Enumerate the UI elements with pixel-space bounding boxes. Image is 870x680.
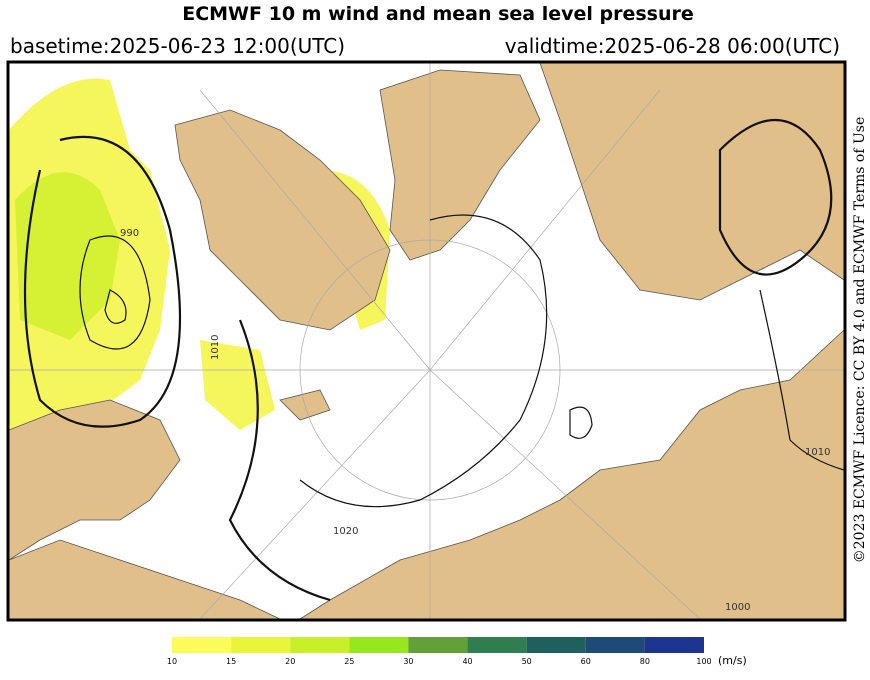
colorbar-label: 25 xyxy=(344,657,354,666)
colorbar-label: 30 xyxy=(403,657,413,666)
contour-label: 1010 xyxy=(805,447,830,458)
isobar xyxy=(299,214,548,508)
colorbar-segment xyxy=(290,637,350,653)
isobar xyxy=(104,289,127,324)
colorbar-label: 40 xyxy=(462,657,472,666)
wind-area xyxy=(15,172,120,340)
validtime: validtime:2025-06-28 06:00(UTC) xyxy=(505,34,840,58)
colorbar-label: 80 xyxy=(640,657,650,666)
north-america xyxy=(539,63,844,301)
wind-area xyxy=(200,340,275,430)
isobar xyxy=(718,118,833,276)
map: 990 1010 1020 1010 1000 xyxy=(9,63,844,619)
arctic-islands xyxy=(379,69,541,261)
colorbar-label: 100 xyxy=(696,657,711,666)
map-frame xyxy=(6,60,847,622)
colorbar-segment xyxy=(231,637,291,653)
contour-label: 1000 xyxy=(725,602,750,613)
colorbar-label: 50 xyxy=(522,657,532,666)
colorbar-segment xyxy=(172,637,232,653)
contour-label: 990 xyxy=(120,228,139,239)
europe xyxy=(9,539,281,619)
isobar xyxy=(79,235,151,350)
siberia xyxy=(299,329,844,619)
isobar xyxy=(228,319,331,602)
basetime: basetime:2025-06-23 12:00(UTC) xyxy=(10,34,345,58)
contour-label: 1020 xyxy=(333,526,358,537)
contour-label: 1010 xyxy=(210,335,221,360)
colorbar-segment xyxy=(585,637,645,653)
isobar xyxy=(23,135,182,428)
colorbar-label: 10 xyxy=(167,657,177,666)
colorbar-label: 15 xyxy=(226,657,236,666)
colorbar-segment xyxy=(467,637,527,653)
colorbar-segment xyxy=(408,637,468,653)
colorbar-label: 60 xyxy=(581,657,591,666)
license: ©2023 ECMWF Licence: CC BY 4.0 and ECMWF… xyxy=(852,117,868,564)
colorbar-segment xyxy=(526,637,586,653)
colorbar-unit: (m/s) xyxy=(718,654,747,667)
colorbar: 10 15 20 25 30 40 50 60 80 100 (m/s) xyxy=(167,637,747,667)
colorbar-segment xyxy=(644,637,704,653)
colorbar-label: 20 xyxy=(285,657,295,666)
colorbar-segment xyxy=(349,637,409,653)
scandinavia xyxy=(9,399,181,561)
isobar xyxy=(759,289,844,471)
isobar xyxy=(569,406,593,439)
greenland xyxy=(174,109,391,331)
title: ECMWF 10 m wind and mean sea level press… xyxy=(182,3,694,25)
